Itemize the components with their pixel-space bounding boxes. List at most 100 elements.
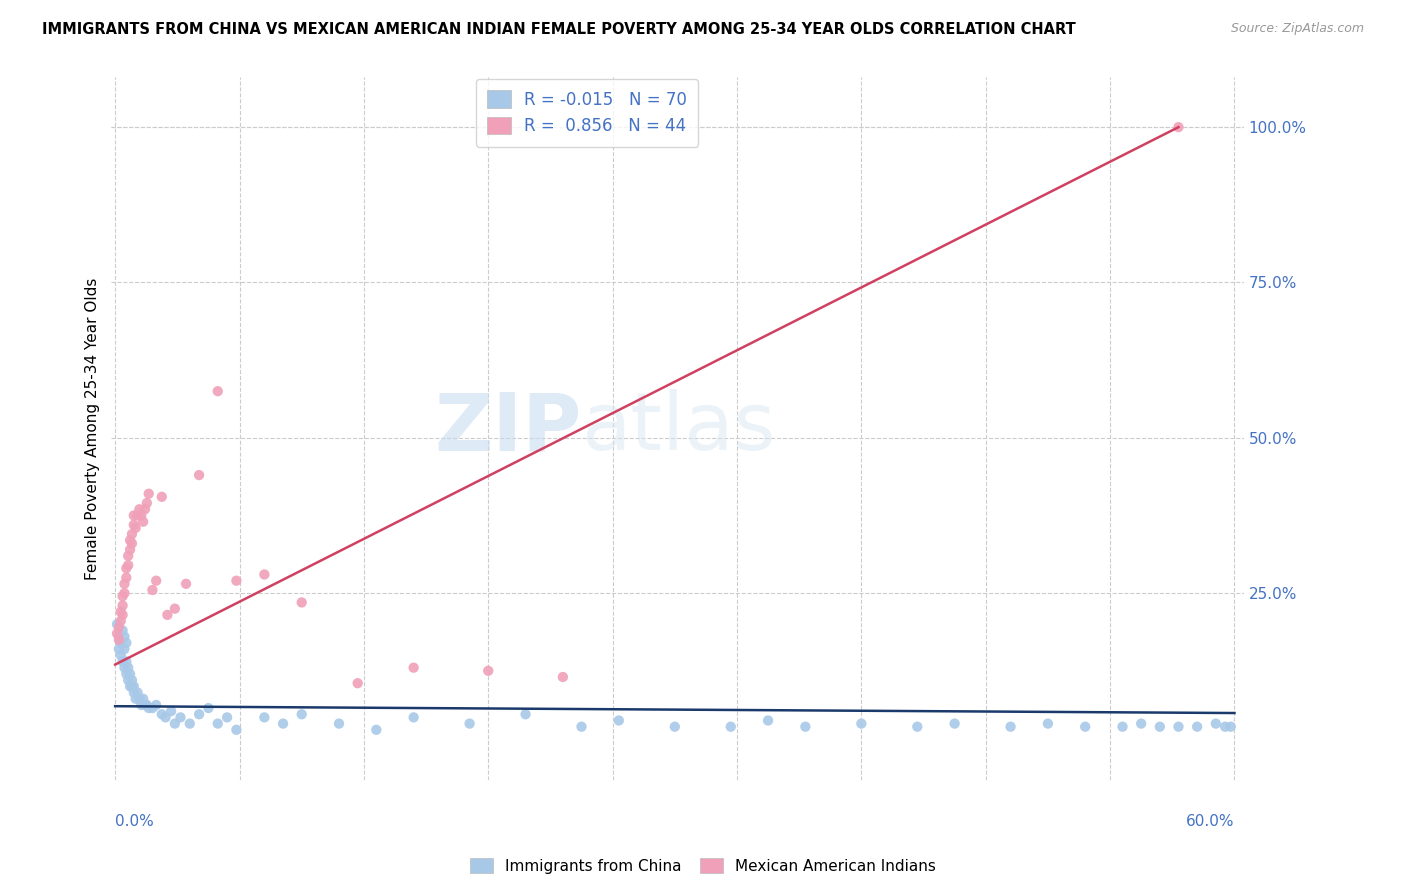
Point: [664, 720, 686, 734]
Point: [346, 676, 368, 690]
Point: [1149, 720, 1171, 734]
Point: [515, 707, 537, 722]
Point: [756, 714, 779, 728]
Point: [607, 714, 630, 728]
Point: [1167, 720, 1189, 734]
Point: [1205, 716, 1227, 731]
Point: [253, 710, 276, 724]
Point: [122, 517, 145, 532]
Point: [188, 468, 211, 483]
Point: [120, 666, 142, 681]
Point: [145, 698, 167, 712]
Point: [117, 549, 139, 563]
Point: [110, 614, 132, 628]
Point: [129, 508, 152, 523]
Point: [138, 486, 160, 500]
Point: [138, 701, 160, 715]
Point: [150, 490, 173, 504]
Point: [105, 617, 128, 632]
Point: [115, 666, 138, 681]
Point: [943, 716, 966, 731]
Point: [1185, 720, 1208, 734]
Point: [163, 716, 186, 731]
Legend: R = -0.015   N = 70, R =  0.856   N = 44: R = -0.015 N = 70, R = 0.856 N = 44: [475, 78, 699, 147]
Point: [114, 661, 136, 675]
Point: [1130, 716, 1153, 731]
Point: [132, 515, 155, 529]
Point: [794, 720, 817, 734]
Point: [135, 496, 157, 510]
Point: [134, 698, 156, 712]
Point: [145, 574, 167, 588]
Point: [135, 698, 157, 712]
Point: [122, 685, 145, 699]
Point: [1036, 716, 1059, 731]
Point: [114, 576, 136, 591]
Point: [115, 636, 138, 650]
Point: [169, 710, 191, 724]
Point: [115, 561, 138, 575]
Point: [253, 567, 276, 582]
Point: [122, 679, 145, 693]
Point: [110, 605, 132, 619]
Point: [571, 720, 593, 734]
Point: [128, 502, 150, 516]
Point: [155, 710, 177, 724]
Point: [110, 648, 132, 663]
Point: [197, 701, 219, 715]
Point: [111, 655, 134, 669]
Point: [108, 620, 131, 634]
Point: [122, 508, 145, 523]
Point: [402, 661, 425, 675]
Point: [111, 624, 134, 638]
Point: [114, 630, 136, 644]
Text: 60.0%: 60.0%: [1185, 814, 1234, 829]
Point: [121, 673, 143, 687]
Point: [1219, 720, 1241, 734]
Point: [366, 723, 388, 737]
Point: [128, 691, 150, 706]
Point: [905, 720, 928, 734]
Point: [108, 632, 131, 647]
Point: [121, 527, 143, 541]
Point: [150, 707, 173, 722]
Point: [851, 716, 873, 731]
Point: [271, 716, 294, 731]
Point: [121, 536, 143, 550]
Point: [477, 664, 499, 678]
Point: [110, 636, 132, 650]
Point: [458, 716, 481, 731]
Point: [132, 691, 155, 706]
Text: 0.0%: 0.0%: [115, 814, 153, 829]
Point: [111, 589, 134, 603]
Point: [141, 582, 163, 597]
Text: Source: ZipAtlas.com: Source: ZipAtlas.com: [1230, 22, 1364, 36]
Point: [111, 599, 134, 613]
Point: [291, 707, 314, 722]
Point: [124, 521, 146, 535]
Point: [120, 533, 142, 548]
Point: [120, 542, 142, 557]
Point: [127, 508, 149, 523]
Point: [720, 720, 742, 734]
Point: [207, 716, 229, 731]
Point: [115, 571, 138, 585]
Point: [179, 716, 201, 731]
Point: [114, 642, 136, 657]
Text: ZIP: ZIP: [434, 390, 581, 467]
Point: [188, 707, 211, 722]
Point: [217, 710, 239, 724]
Point: [328, 716, 350, 731]
Point: [160, 704, 183, 718]
Text: atlas: atlas: [581, 390, 776, 467]
Text: IMMIGRANTS FROM CHINA VS MEXICAN AMERICAN INDIAN FEMALE POVERTY AMONG 25-34 YEAR: IMMIGRANTS FROM CHINA VS MEXICAN AMERICA…: [42, 22, 1076, 37]
Point: [124, 691, 146, 706]
Point: [207, 384, 229, 399]
Point: [402, 710, 425, 724]
Point: [108, 630, 131, 644]
Point: [114, 586, 136, 600]
Point: [1167, 120, 1189, 135]
Point: [1111, 720, 1133, 734]
Legend: Immigrants from China, Mexican American Indians: Immigrants from China, Mexican American …: [464, 852, 942, 880]
Point: [105, 626, 128, 640]
